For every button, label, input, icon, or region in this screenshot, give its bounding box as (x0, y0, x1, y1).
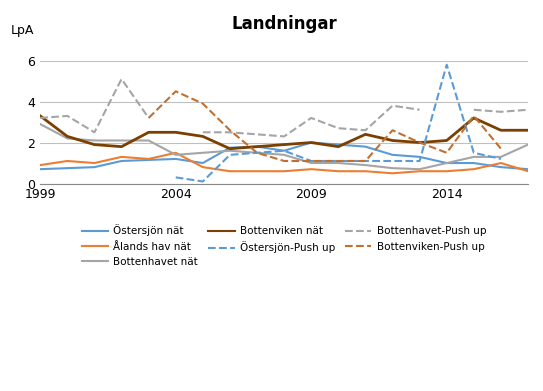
Text: LpA: LpA (11, 24, 34, 37)
Legend: Östersjön nät, Ålands hav nät, Bottenhavet nät, Bottenviken nät, Östersjön-Push : Östersjön nät, Ålands hav nät, Bottenhav… (78, 220, 490, 271)
Title: Landningar: Landningar (231, 15, 337, 33)
